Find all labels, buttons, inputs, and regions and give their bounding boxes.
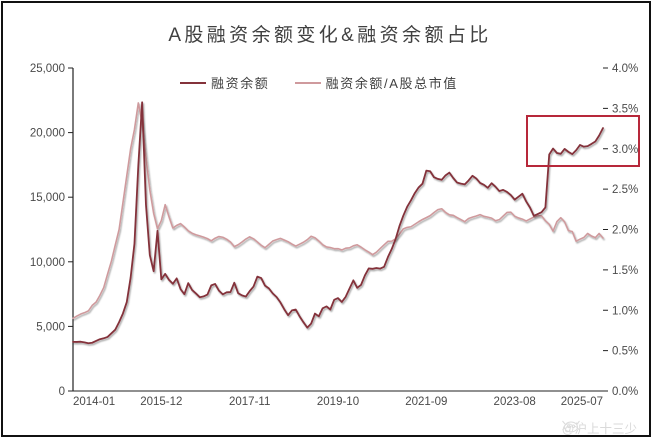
svg-text:0.5%: 0.5% [612,346,638,358]
svg-text:2021-09: 2021-09 [405,396,447,408]
svg-text:2023-08: 2023-08 [494,396,536,408]
svg-text:20,000: 20,000 [30,128,65,140]
svg-text:1.0%: 1.0% [612,305,638,317]
svg-text:15,000: 15,000 [30,192,65,204]
svg-text:2017-11: 2017-11 [229,396,270,408]
svg-text:25,000: 25,000 [30,63,65,75]
svg-text:2025-07: 2025-07 [561,396,603,408]
svg-text:2019-10: 2019-10 [317,396,359,408]
svg-text:0: 0 [59,386,65,398]
svg-text:2.5%: 2.5% [612,184,638,196]
svg-text:2.0%: 2.0% [612,225,638,237]
svg-text:4.0%: 4.0% [612,63,638,75]
svg-text:5,000: 5,000 [36,321,65,333]
svg-text:1.5%: 1.5% [612,265,638,277]
svg-text:2015-12: 2015-12 [140,396,182,408]
svg-text:3.5%: 3.5% [612,103,638,115]
svg-text:0.0%: 0.0% [612,386,638,398]
svg-text:2014-01: 2014-01 [73,396,115,408]
svg-text:10,000: 10,000 [30,257,65,269]
svg-text:3.0%: 3.0% [612,144,638,156]
